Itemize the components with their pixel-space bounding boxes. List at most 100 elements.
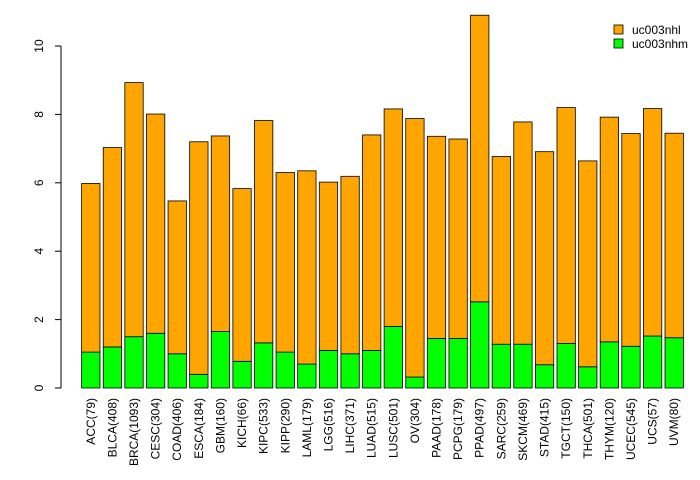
bar-uc003nhm-16 [426,338,447,389]
bar-uc003nhm-3 [146,332,166,389]
bar-uc003nhm-18 [470,301,490,389]
x-tick-label: LAML(179) [300,398,314,457]
x-tick-label: UVM(80) [667,398,681,446]
bar-uc003nhl-8 [254,120,274,344]
bar-uc003nhl-0 [81,183,101,353]
bar-uc003nhl-18 [470,14,490,303]
x-tick-label: UCEC(545) [624,398,638,460]
bar-uc003nhl-5 [189,141,209,375]
bar-uc003nhm-23 [578,366,598,389]
bar-uc003nhl-16 [426,135,447,339]
x-tick-label: THYM(120) [602,398,616,460]
bar-uc003nhl-4 [167,200,187,355]
y-tick-label: 6 [32,179,46,186]
bar-uc003nhl-13 [362,134,382,351]
y-axis: 0 2 4 6 8 10 [32,39,62,391]
bar-uc003nhm-4 [167,353,187,389]
bar-uc003nhm-20 [513,343,533,389]
bar-uc003nhl-14 [383,108,403,327]
y-tick-label: 2 [32,316,46,323]
x-tick-label: SKCM(469) [516,398,530,461]
x-tick-label: OV(304) [408,398,422,443]
x-tick-label: COAD(406) [170,398,184,461]
y-tick-label: 4 [32,248,46,255]
x-tick-label: LUSC(501) [386,398,400,458]
x-tick-label: SARC(259) [494,398,508,459]
x-tick-label: PAAD(178) [430,398,444,458]
bar-uc003nhm-25 [621,345,641,389]
bar-uc003nhm-2 [124,336,144,389]
x-tick-label: UCS(57) [646,398,660,445]
bar-uc003nhm-0 [81,351,101,389]
bar-uc003nhl-26 [643,108,663,337]
x-tick-label: PCPG(179) [451,398,465,460]
bar-uc003nhl-27 [664,132,684,339]
bar-uc003nhm-12 [340,353,360,389]
x-tick-label: KIPC(533) [257,398,271,454]
y-tick-label: 10 [32,39,46,53]
bar-uc003nhm-26 [643,335,663,389]
bar-uc003nhl-20 [513,121,533,345]
bar-uc003nhl-15 [405,118,425,378]
y-tick-label: 0 [32,384,46,391]
x-tick-label: LIHC(371) [343,398,357,453]
bars-layer [81,14,684,389]
bar-uc003nhm-11 [318,349,339,389]
bar-uc003nhm-6 [210,331,231,389]
bar-uc003nhl-2 [124,82,144,338]
legend-label-uc003nhm: uc003nhm [632,37,688,51]
bar-uc003nhm-5 [189,373,209,389]
bar-uc003nhl-7 [232,188,252,362]
x-tick-label: CESC(304) [149,398,163,459]
x-tick-label: BLCA(408) [105,398,119,457]
x-tick-label: TGCT(150) [559,398,573,459]
x-tick-label: STAD(415) [538,398,552,457]
bar-uc003nhm-9 [275,351,295,389]
bar-uc003nhl-10 [297,170,317,365]
bar-uc003nhl-6 [210,135,231,332]
bar-uc003nhl-19 [491,156,511,345]
bar-uc003nhl-1 [102,147,123,348]
legend-swatch-uc003nhl [613,24,624,35]
bar-uc003nhm-10 [297,363,317,389]
bar-uc003nhm-27 [664,337,684,389]
bar-uc003nhl-25 [621,133,641,347]
bar-uc003nhm-17 [448,338,468,389]
bar-uc003nhl-12 [340,175,360,355]
bar-uc003nhm-1 [102,346,123,389]
legend-label-uc003nhl: uc003nhl [632,23,681,37]
x-tick-label: LUAD(515) [365,398,379,458]
bar-uc003nhl-22 [556,107,576,344]
y-tick-label: 8 [32,111,46,118]
bar-uc003nhl-17 [448,138,468,339]
bar-uc003nhl-21 [534,151,555,366]
x-tick-label: GBM(160) [213,398,227,453]
bar-uc003nhl-3 [146,113,166,334]
bar-uc003nhl-23 [578,160,598,368]
bar-uc003nhm-22 [556,343,576,389]
bar-uc003nhl-24 [599,116,619,343]
bar-uc003nhm-21 [534,364,555,389]
bar-uc003nhm-15 [405,376,425,389]
x-tick-label: KIPP(290) [278,398,292,453]
x-tick-label: KICH(66) [235,398,249,448]
bar-uc003nhm-8 [254,342,274,389]
x-tick-label: ACC(79) [84,398,98,445]
bar-uc003nhm-14 [383,326,403,389]
x-tick-label: THCA(501) [581,398,595,459]
x-axis: ACC(79) BLCA(408) BRCA(1093) CESC(304) COAD(… [84,398,681,466]
x-tick-label: PPAD(497) [473,398,487,458]
bar-uc003nhm-7 [232,360,252,389]
bar-uc003nhm-19 [491,343,511,389]
bar-uc003nhl-9 [275,172,295,353]
x-tick-label: ESCA(184) [192,398,206,459]
legend-swatch-uc003nhm [613,38,624,49]
bar-uc003nhm-24 [599,341,619,389]
bar-uc003nhl-11 [318,181,339,351]
bar-uc003nhm-13 [362,349,382,389]
x-tick-label: BRCA(1093) [127,398,141,466]
x-tick-label: LGG(516) [321,398,335,451]
